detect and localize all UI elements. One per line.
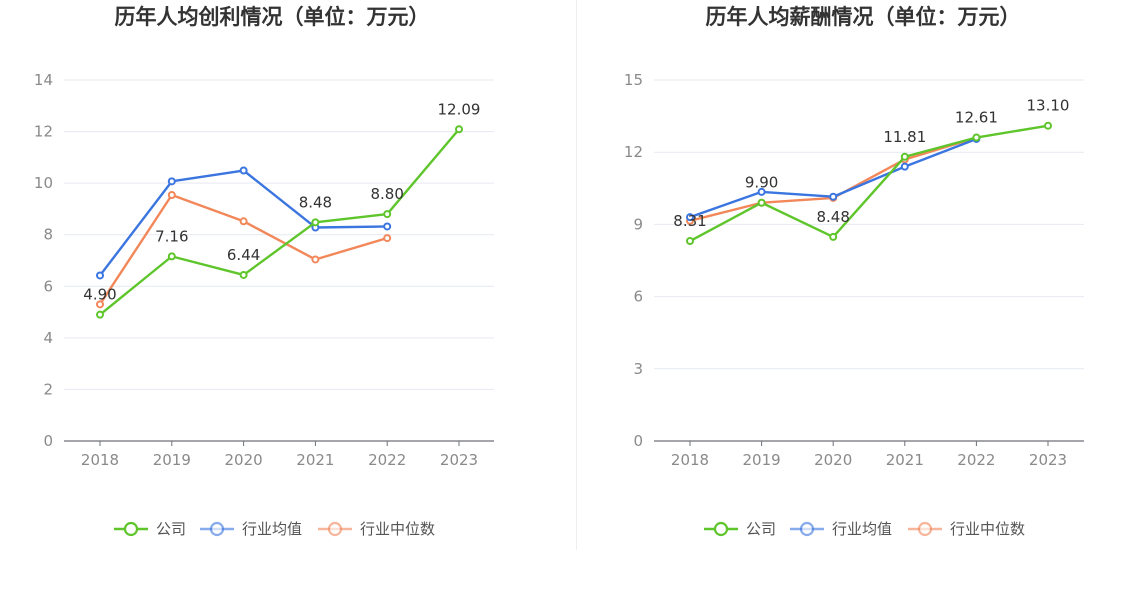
y-tick-label: 0 xyxy=(43,432,53,450)
data-point-1 xyxy=(757,187,766,196)
data-label: 12.61 xyxy=(955,109,998,127)
data-point-0 xyxy=(757,198,766,207)
data-point-0 xyxy=(829,232,838,241)
data-point-0 xyxy=(311,218,320,227)
y-tick-label: 6 xyxy=(633,288,643,306)
data-point-2 xyxy=(311,255,320,264)
profit-per-capita-panel: 历年人均创利情况（单位：万元） 0 2 4 6 8 10 12 14 2018 2019 2020 20… xyxy=(34,5,494,538)
data-label: 8.31 xyxy=(673,212,706,230)
data-point-0 xyxy=(96,310,104,319)
data-point-1 xyxy=(686,213,694,222)
data-label: 7.16 xyxy=(155,227,188,245)
data-label: 12.09 xyxy=(438,100,481,118)
data-label: 13.10 xyxy=(1027,97,1070,115)
x-tick-label: 2020 xyxy=(225,451,263,469)
data-point-1 xyxy=(829,192,838,201)
data-point-2 xyxy=(96,300,104,309)
y-tick-label: 6 xyxy=(43,277,53,295)
legend-marker-0 xyxy=(713,521,729,537)
y-tick-label: 10 xyxy=(34,174,53,192)
data-point-0 xyxy=(455,125,463,134)
legend-marker-2 xyxy=(327,521,343,537)
data-point-2 xyxy=(167,191,176,200)
legend-marker-0 xyxy=(123,521,139,537)
y-tick-label: 9 xyxy=(633,215,643,233)
data-label: 8.80 xyxy=(370,185,403,203)
salary-per-capita-chart: 历年人均薪酬情况（单位：万元） 0 3 6 9 12 15 2018 2019 2020 2021 2… xyxy=(624,5,1084,538)
y-tick-label: 2 xyxy=(43,380,53,398)
series-line-0 xyxy=(99,128,460,316)
data-label: 8.48 xyxy=(299,193,332,211)
data-point-1 xyxy=(239,166,248,175)
data-label: 6.44 xyxy=(227,246,260,264)
data-label: 11.81 xyxy=(883,128,926,146)
y-tick-label: 4 xyxy=(43,329,53,347)
data-point-0 xyxy=(900,152,909,161)
legend-marker-2 xyxy=(917,521,933,537)
x-tick-label: 2018 xyxy=(81,451,119,469)
x-tick-label: 2022 xyxy=(957,451,995,469)
chart-title: 历年人均创利情况（单位：万元） xyxy=(115,5,430,29)
data-label: 9.90 xyxy=(745,174,778,192)
x-tick-label: 2019 xyxy=(743,451,781,469)
chart-title: 历年人均薪酬情况（单位：万元） xyxy=(706,5,1021,29)
x-tick-label: 2022 xyxy=(368,451,406,469)
y-tick-label: 14 xyxy=(34,71,53,89)
legend-label-2: 行业中位数 xyxy=(950,520,1025,538)
x-tick-label: 2018 xyxy=(671,451,709,469)
y-tick-label: 12 xyxy=(624,143,643,161)
legend-marker-1 xyxy=(799,521,815,537)
legend-label-1: 行业均值 xyxy=(242,520,302,538)
data-point-0 xyxy=(1044,121,1052,130)
y-tick-label: 15 xyxy=(624,71,643,89)
data-point-0 xyxy=(167,252,176,261)
data-label: 8.48 xyxy=(816,208,849,226)
legend-marker-1 xyxy=(209,521,225,537)
data-point-1 xyxy=(900,162,909,171)
data-point-0 xyxy=(383,210,392,219)
x-tick-label: 2023 xyxy=(1029,451,1067,469)
y-tick-label: 12 xyxy=(34,123,53,141)
salary-per-capita-panel: 历年人均薪酬情况（单位：万元） 0 3 6 9 12 15 2018 2019 2020 2021 2… xyxy=(578,0,1148,589)
data-point-0 xyxy=(686,237,694,246)
data-point-0 xyxy=(972,133,981,142)
data-point-2 xyxy=(383,234,392,243)
legend-label-2: 行业中位数 xyxy=(360,520,435,538)
legend-label-0: 公司 xyxy=(746,520,776,538)
data-point-1 xyxy=(96,271,104,280)
data-point-1 xyxy=(383,222,392,231)
legend-label-1: 行业均值 xyxy=(832,520,892,538)
data-label: 4.90 xyxy=(83,286,116,304)
data-point-0 xyxy=(239,270,248,279)
data-point-1 xyxy=(167,177,176,186)
y-tick-label: 8 xyxy=(43,226,53,244)
x-tick-label: 2023 xyxy=(440,451,478,469)
x-tick-label: 2021 xyxy=(296,451,334,469)
x-tick-label: 2021 xyxy=(886,451,924,469)
profit-per-capita-chart: 历年人均创利情况（单位：万元） 0 2 4 6 8 10 12 14 2018 2019 2020 20… xyxy=(34,5,494,538)
legend-label-0: 公司 xyxy=(156,520,186,538)
y-tick-label: 3 xyxy=(633,360,643,378)
panel-divider xyxy=(576,0,577,550)
x-tick-label: 2019 xyxy=(153,451,191,469)
x-tick-label: 2020 xyxy=(814,451,852,469)
data-point-2 xyxy=(239,217,248,226)
series-line-0 xyxy=(689,124,1049,243)
y-tick-label: 0 xyxy=(633,432,643,450)
